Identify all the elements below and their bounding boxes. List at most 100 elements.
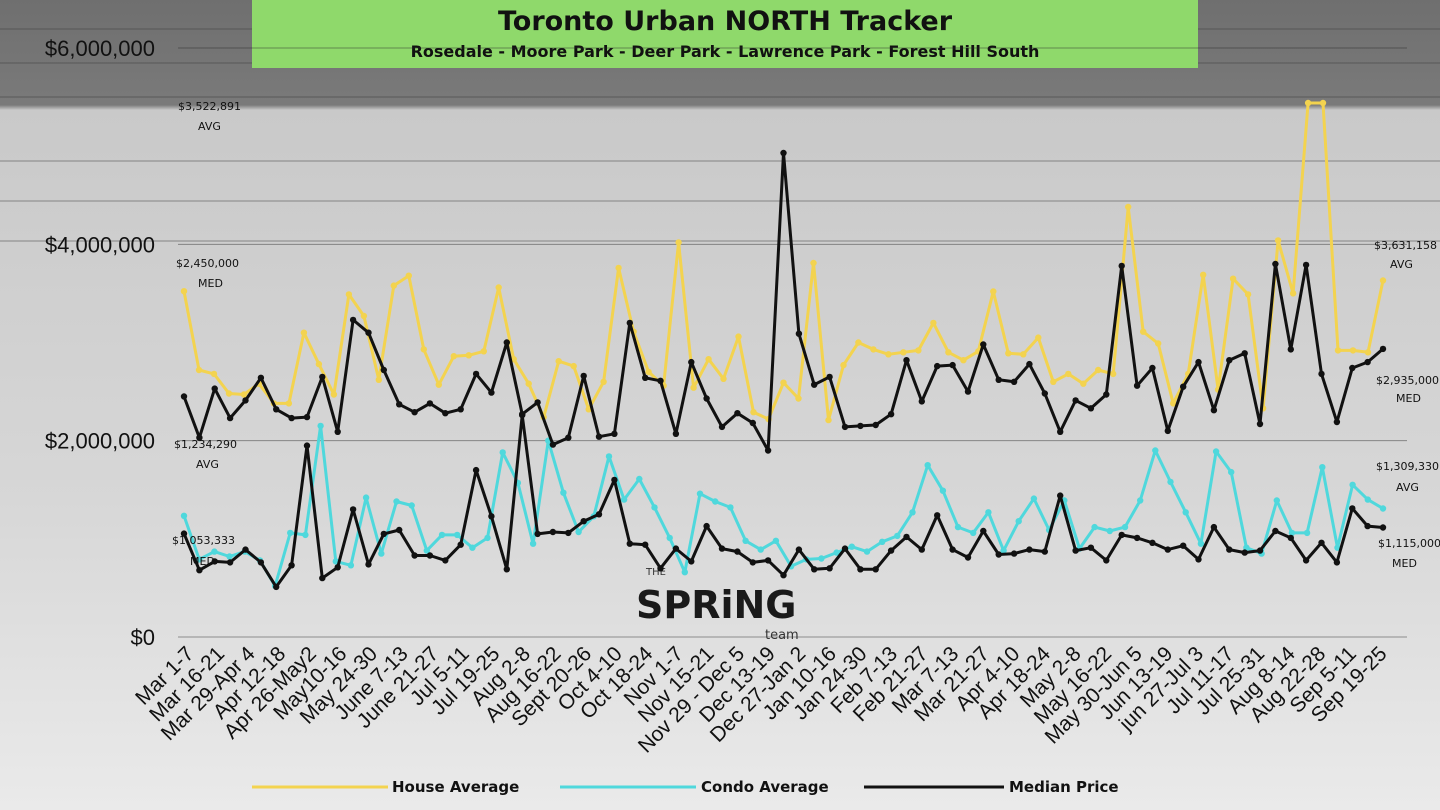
- data-point: [549, 441, 557, 448]
- data-point: [903, 357, 910, 364]
- data-point: [211, 548, 218, 555]
- data-point: [1226, 546, 1233, 553]
- data-point: [519, 411, 526, 419]
- data-point: [934, 512, 941, 519]
- data-point: [636, 475, 643, 483]
- data-point: [1379, 524, 1387, 531]
- data-point: [934, 362, 941, 370]
- data-point: [870, 346, 877, 353]
- data-point: [720, 375, 727, 382]
- data-point: [894, 532, 901, 540]
- value-annotations: $3,522,891 AVG $2,450,000 MED $1,234,290…: [172, 100, 1440, 570]
- data-point: [411, 409, 418, 416]
- data-point: [980, 341, 987, 348]
- data-point: [1026, 546, 1033, 553]
- data-point: [703, 395, 710, 402]
- data-point: [1170, 400, 1177, 407]
- data-point: [1095, 366, 1102, 374]
- data-point: [885, 351, 892, 358]
- data-point: [1272, 527, 1279, 535]
- data-point: [442, 557, 449, 564]
- data-point: [211, 558, 218, 565]
- data-point: [560, 489, 567, 496]
- data-point: [833, 549, 840, 556]
- data-point: [863, 548, 871, 555]
- data-point: [642, 541, 649, 548]
- chart-title: Toronto Urban NORTH Tracker: [497, 6, 953, 37]
- data-point: [1041, 548, 1049, 555]
- data-point: [1197, 540, 1205, 547]
- data-point: [826, 565, 833, 572]
- data-point: [857, 566, 864, 573]
- data-point: [780, 572, 787, 579]
- y-axis-ticks: $0 $2,000,000 $4,000,000 $6,000,000: [45, 36, 155, 650]
- spring-team-logo: THE SPRiNG team: [636, 567, 799, 643]
- data-point: [1087, 405, 1095, 412]
- data-point: [672, 545, 680, 552]
- end-median-value: $2,935,000: [1376, 374, 1439, 387]
- data-point: [1349, 481, 1356, 488]
- data-point: [611, 430, 618, 437]
- data-point: [1080, 380, 1087, 387]
- data-point: [696, 490, 704, 497]
- data-point: [1273, 497, 1281, 504]
- data-point: [688, 358, 695, 366]
- data-point: [780, 379, 787, 386]
- data-point: [718, 423, 726, 431]
- data-point: [960, 357, 967, 364]
- end-condo-avg-value: $1,309,330: [1376, 460, 1439, 473]
- data-point: [1072, 547, 1079, 554]
- data-point: [1256, 547, 1264, 554]
- data-point: [1149, 364, 1156, 372]
- data-point: [1302, 261, 1310, 269]
- data-point: [242, 397, 249, 404]
- data-point: [900, 349, 907, 356]
- data-point: [642, 374, 649, 381]
- data-point: [690, 384, 697, 391]
- data-point: [918, 398, 925, 405]
- data-point: [795, 395, 802, 402]
- data-point: [712, 498, 719, 505]
- start-condo-med-value: $1,053,333: [172, 534, 235, 547]
- data-point: [495, 284, 502, 291]
- data-point: [1195, 358, 1202, 366]
- data-point: [1072, 397, 1079, 404]
- data-point: [225, 390, 233, 397]
- data-point: [626, 319, 633, 327]
- data-point: [555, 358, 562, 365]
- data-point: [879, 538, 886, 545]
- data-point: [688, 558, 695, 565]
- data-point: [985, 509, 992, 516]
- y-tick-label: $0: [131, 625, 155, 650]
- data-point: [795, 330, 803, 337]
- data-point: [349, 506, 357, 513]
- data-point: [1287, 534, 1295, 542]
- data-point: [1137, 497, 1144, 504]
- data-point: [595, 433, 603, 440]
- data-point: [1241, 549, 1248, 556]
- data-point: [1304, 99, 1312, 107]
- logo-main-text: SPRiNG: [636, 583, 797, 627]
- data-point: [872, 566, 879, 573]
- data-point: [764, 447, 772, 454]
- series-median-price: [180, 149, 1387, 454]
- data-point: [848, 543, 855, 550]
- data-point: [534, 530, 541, 538]
- data-point: [180, 512, 188, 519]
- data-point: [565, 434, 572, 441]
- data-point: [764, 557, 772, 564]
- data-point: [1164, 546, 1172, 553]
- grid-lines: [178, 47, 1407, 638]
- data-point: [1379, 505, 1387, 512]
- data-point: [1118, 262, 1125, 270]
- data-point: [534, 399, 541, 406]
- data-point: [488, 513, 495, 520]
- data-point: [675, 239, 682, 246]
- data-point: [1210, 523, 1218, 531]
- data-point: [580, 518, 587, 525]
- data-point: [657, 377, 664, 384]
- data-point: [1005, 350, 1012, 357]
- data-point: [503, 339, 510, 346]
- data-point: [1364, 522, 1371, 530]
- legend: House Average Condo Average Median Price: [252, 778, 1119, 796]
